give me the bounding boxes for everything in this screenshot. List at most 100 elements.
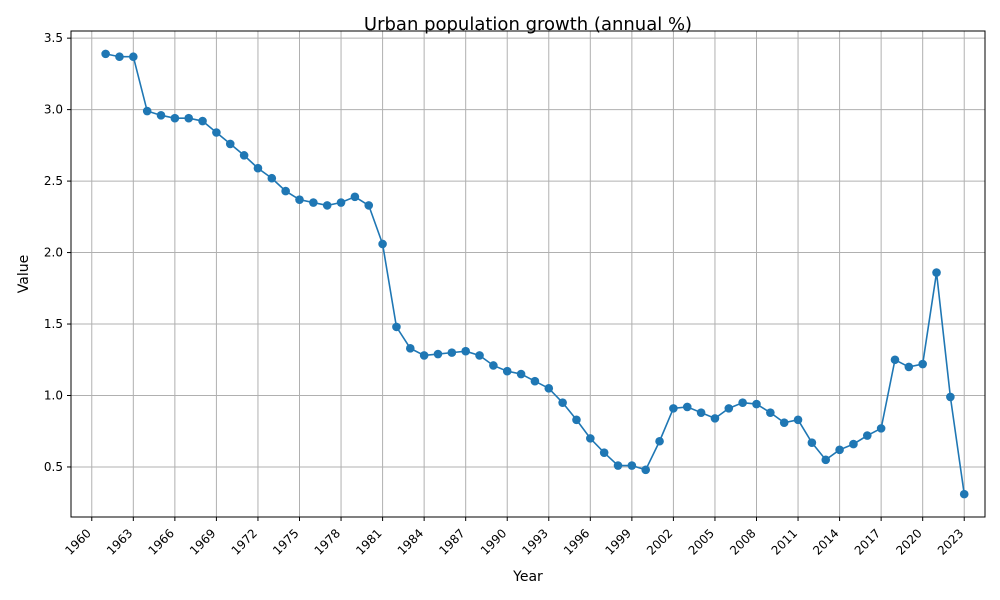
data-point [890, 355, 900, 365]
data-point [433, 349, 443, 359]
data-point [489, 361, 498, 370]
data-point [530, 376, 540, 386]
data-point [253, 163, 263, 173]
data-point [904, 362, 914, 372]
data-point [862, 431, 872, 440]
x-tick-label: 1960 [62, 526, 93, 557]
x-tick-label: 1987 [436, 526, 467, 557]
data-point [212, 128, 221, 137]
x-tick-label: 1966 [145, 526, 176, 557]
data-point [419, 351, 429, 360]
data-point [184, 113, 194, 123]
x-tick-label: 1975 [270, 526, 301, 557]
data-point [932, 268, 941, 277]
data-point [641, 465, 651, 475]
plot-frame [70, 30, 986, 518]
data-point [807, 438, 817, 447]
data-point [793, 415, 803, 425]
data-point [627, 461, 637, 470]
x-tick-label: 1981 [353, 526, 384, 557]
data-point [378, 239, 387, 249]
data-point [682, 402, 692, 412]
chart-title: Urban population growth (annual %) [364, 14, 692, 35]
data-point [876, 424, 886, 433]
data-point [849, 439, 858, 449]
data-point [142, 106, 152, 116]
data-point [295, 195, 304, 204]
data-point [447, 348, 457, 357]
data-point [959, 489, 969, 499]
data-point [267, 173, 277, 183]
x-tick-label: 2008 [727, 526, 758, 557]
data-point [309, 198, 318, 207]
data-point [336, 198, 346, 207]
x-tick-label: 2020 [893, 526, 924, 557]
x-tick-label: 1993 [519, 526, 550, 557]
y-axis-label: Value [16, 255, 32, 293]
data-point [766, 408, 775, 417]
x-tick-label: 1999 [602, 526, 633, 557]
y-tick-label: 2.5 [44, 174, 63, 188]
y-tick-label: 2.0 [44, 246, 63, 260]
y-tick-label: 3.0 [44, 103, 63, 117]
y-tick-label: 1.0 [44, 389, 63, 403]
x-axis-label: Year [512, 569, 543, 585]
x-tick-label: 1984 [395, 526, 426, 557]
y-tick-label: 3.5 [44, 31, 63, 45]
data-point [156, 111, 166, 120]
data-point [322, 201, 332, 210]
data-point [129, 52, 138, 62]
data-point [669, 404, 678, 413]
data-point [115, 52, 124, 62]
data-point [655, 436, 664, 446]
x-tick-label: 2002 [644, 526, 675, 557]
data-point [364, 201, 374, 210]
data-point [918, 359, 927, 369]
x-tick-label: 2005 [686, 526, 717, 557]
x-tick-label: 2023 [935, 526, 966, 557]
data-point [696, 408, 706, 417]
data-point [586, 434, 595, 443]
y-tick-label: 0.5 [44, 460, 63, 474]
data-point [281, 186, 290, 196]
data-point [544, 384, 554, 393]
data-point [835, 445, 844, 455]
data-point [613, 461, 623, 470]
data-point [198, 116, 207, 126]
data-point [821, 455, 831, 465]
data-point [392, 322, 401, 332]
data-point [225, 139, 235, 149]
x-tick-label: 1963 [104, 526, 135, 557]
data-point [170, 113, 180, 123]
y-tick-label: 1.5 [44, 317, 63, 331]
x-tick-label: 1996 [561, 526, 592, 557]
data-point [724, 404, 734, 413]
data-point [350, 192, 360, 202]
data-point [752, 399, 761, 409]
data-point [599, 448, 609, 457]
data-point [502, 366, 512, 376]
data-point [405, 344, 415, 353]
series-line [105, 53, 966, 495]
grid [71, 31, 985, 517]
data-point [461, 346, 470, 356]
x-tick-label: 2011 [769, 526, 800, 557]
data-point [710, 414, 720, 423]
data-point [779, 418, 789, 427]
data-point [516, 369, 526, 379]
data-point [101, 49, 110, 59]
y-axis-ticks: 0.5 1.0 1.5 2.0 2.5 3.0 3.5 [44, 31, 71, 474]
x-tick-label: 1990 [478, 526, 509, 557]
x-tick-label: 1972 [229, 526, 260, 557]
data-point [738, 398, 747, 407]
x-tick-label: 1978 [312, 526, 343, 557]
x-tick-label: 2017 [852, 526, 883, 557]
data-point [946, 392, 955, 402]
data-point [558, 398, 567, 407]
x-tick-label: 1969 [187, 526, 218, 557]
data-point [475, 351, 484, 360]
data-point [239, 151, 249, 160]
series-line-layer [101, 49, 969, 499]
x-tick-label: 2014 [810, 526, 841, 557]
